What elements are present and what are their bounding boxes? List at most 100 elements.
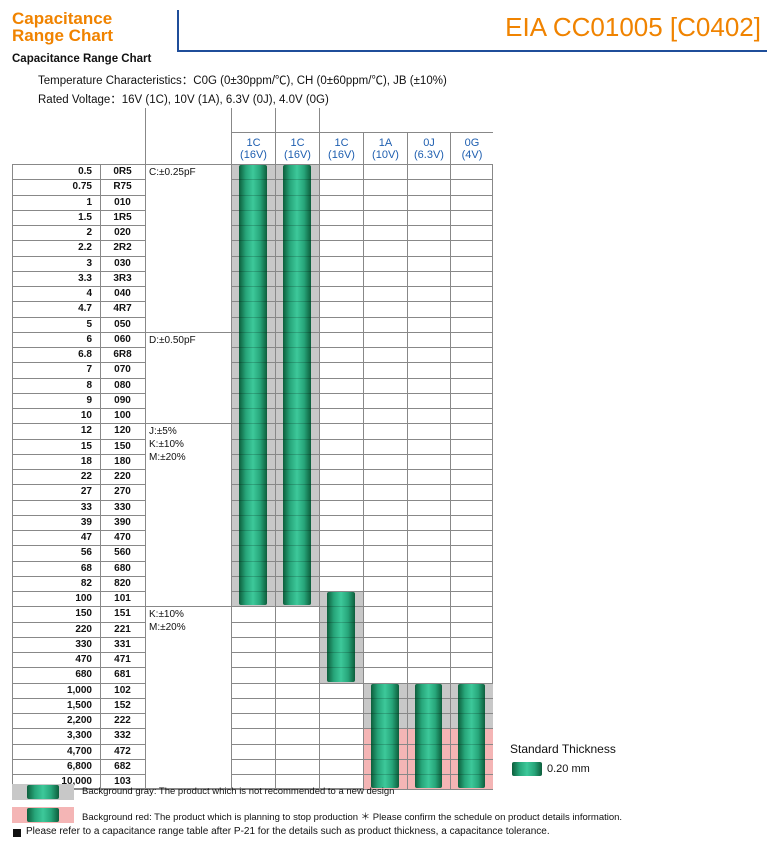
capacitance-value: 56 [80,547,92,559]
bar-row-divider [283,209,311,211]
capacitance-code: 6R8 [113,349,132,360]
row-line [12,728,145,730]
row-line [12,438,145,440]
capacitance-range-table: 1C (16V) 1C (16V) 1C (16V) 1A (10V) 0J (6.3V) 0G (4… [12,108,493,791]
capacitance-code: 222 [114,715,131,726]
bar-row-divider [239,545,267,547]
bar-row-divider [283,484,311,486]
row-line [231,667,493,669]
bar-row-divider [283,575,311,577]
bar-row-divider [283,301,311,303]
bar-row-divider [327,636,355,638]
capacitance-value: 10 [80,410,92,421]
voltage-value: (16V) [328,148,355,161]
sample-bar [27,785,59,799]
capacitance-value: 18 [80,455,92,467]
capacitance-value: 0.75 [72,181,92,193]
capacitance-code: 3R3 [113,272,132,284]
bar-row-divider [239,377,267,379]
col-line [145,108,146,164]
voltage-value: (6.3V) [414,148,444,161]
voltage-value: (4V) [461,148,483,161]
bar-row-divider [239,484,267,486]
row-line [12,423,145,425]
tolerance-text: D:±0.50pF [149,334,196,346]
capacitance-value: 6 [86,333,92,345]
bar-row-divider [239,453,267,455]
col-line [319,108,320,164]
bar-row-divider [239,209,267,211]
row-line [231,270,493,272]
tolerance-group-line [145,331,231,333]
row-line [231,758,493,760]
capacitance-code: 221 [114,623,131,635]
capacitance-value: 3.3 [78,272,92,284]
capacitance-code: 4R7 [113,303,132,315]
capacitance-code: 220 [114,471,131,482]
col-line [231,108,232,790]
capacitance-value: 39 [80,516,92,528]
bar-row-divider [283,270,311,272]
row-line [231,438,493,440]
voltage-code: 0G [464,136,480,149]
bar-row-divider [283,423,311,425]
bar-row-divider [458,774,485,775]
row-line [12,408,145,409]
capacitance-code: 101 [114,593,131,604]
row-line [231,713,493,714]
row-line [12,667,145,669]
row-line [231,652,493,653]
bar-row-divider [371,713,399,714]
availability-bar [458,683,485,789]
row-line [12,621,145,623]
capacitance-value: 470 [75,654,92,665]
capacitance-value: 1.5 [78,211,92,223]
header-voltage: 1C (16V) [320,133,363,164]
temperature-characteristics: Temperature Characteristics：C0G (0±30ppm… [38,75,447,87]
capacitance-value: 82 [80,577,92,589]
row-line [12,240,145,242]
row-line [12,575,145,577]
col-line [407,132,408,790]
row-line [231,255,493,257]
bar-row-divider [371,758,399,760]
capacitance-value: 6,800 [66,760,92,772]
row-line [231,499,493,501]
bar-row-divider [458,743,485,745]
bar-row-divider [371,728,399,730]
bar-row-divider [283,499,311,501]
capacitance-value: 10,000 [61,776,92,787]
row-line [12,270,145,272]
bar-row-divider [283,255,311,257]
row-line [231,728,493,730]
bar-row-divider [283,331,311,333]
bar-row-divider [239,469,267,470]
row-line [231,453,493,455]
row-line [231,377,493,379]
row-line [231,362,493,364]
header-line [231,132,493,133]
capacitance-code: 102 [114,684,131,696]
bar-row-divider [371,743,399,745]
voltage-code: 1C [334,136,349,149]
capacitance-code: 151 [114,608,131,620]
row-line [231,469,493,470]
capacitance-value: 1,000 [66,684,92,696]
capacitance-code: 472 [114,745,131,757]
legend-thickness-value: 0.20 mm [547,763,590,775]
bar-row-divider [327,621,355,623]
header-code [100,132,145,164]
row-line [12,530,145,531]
row-line [12,591,145,592]
brand-title-line1: Capacitance [12,9,113,28]
note-red: Background red: The product which is pla… [82,812,623,823]
capacitance-code: 152 [114,699,131,711]
availability-bar [283,165,311,606]
bar-row-divider [239,530,267,531]
col-line [450,132,451,790]
row-line [231,194,493,196]
row-line [231,606,493,608]
bar-row-divider [283,240,311,242]
row-line [12,331,145,333]
row-line [231,789,493,791]
